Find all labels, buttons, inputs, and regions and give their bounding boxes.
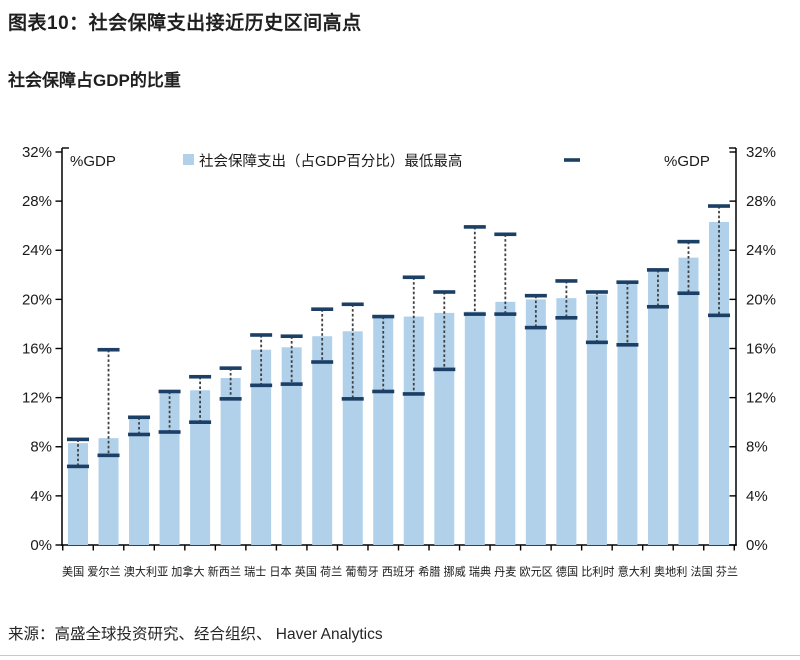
max-cap-austria xyxy=(646,268,669,272)
max-cap-uk xyxy=(280,334,303,339)
chart-subtitle: 社会保障占GDP的比重 xyxy=(8,71,181,90)
min-cap-eurozone xyxy=(524,325,547,330)
x-axis-labels: 美国 爱尔兰 澳大利亚 加拿大 新西兰 瑞士 日本 英国 荷兰 葡萄牙 西班牙 … xyxy=(62,565,738,579)
bar-japan xyxy=(251,349,272,545)
bar-austria xyxy=(647,271,668,545)
min-cap-denmark xyxy=(494,312,517,316)
min-cap-finland xyxy=(708,313,731,318)
max-cap-ireland xyxy=(97,347,120,352)
min-cap-canada xyxy=(158,430,181,434)
min-cap-sweden xyxy=(463,312,486,316)
min-cap-usa xyxy=(67,464,89,469)
max-cap-switzerland xyxy=(219,366,242,370)
max-cap-australia xyxy=(128,415,151,420)
y-tick-label-left-12: 12% xyxy=(22,390,52,407)
min-cap-new-zealand xyxy=(189,420,212,424)
min-cap-france xyxy=(677,291,700,296)
min-cap-switzerland xyxy=(219,397,242,401)
min-cap-australia xyxy=(128,432,151,437)
source-text: 来源：高盛全球投资研究、经合组织、 Haver Analytics xyxy=(8,626,383,643)
legend-bar-swatch xyxy=(183,154,194,165)
legend-label: 社会保障支出（占GDP百分比）最低最高 xyxy=(199,152,462,170)
min-cap-portugal xyxy=(341,397,364,401)
y-tick-label-left-16: 16% xyxy=(22,340,52,357)
bar-spain xyxy=(373,317,394,545)
bar-finland xyxy=(709,222,730,545)
min-cap-greece xyxy=(402,392,425,396)
bar-sweden xyxy=(464,311,485,545)
y-tick-label-right-28: 28% xyxy=(746,193,776,210)
y-tick-label-left-4: 4% xyxy=(30,488,52,505)
min-cap-uk xyxy=(280,382,303,386)
min-cap-italy xyxy=(616,343,639,347)
bar-uk xyxy=(281,347,302,545)
bar-netherlands xyxy=(312,336,333,545)
min-cap-germany xyxy=(555,315,578,320)
max-cap-eurozone xyxy=(524,293,547,298)
max-cap-portugal xyxy=(341,302,364,307)
max-cap-norway xyxy=(433,290,456,294)
max-cap-finland xyxy=(708,204,731,208)
max-cap-greece xyxy=(402,275,425,280)
max-cap-new-zealand xyxy=(189,374,212,379)
y-tick-label-left-28: 28% xyxy=(22,193,52,210)
min-cap-japan xyxy=(250,383,273,388)
bar-australia xyxy=(129,418,150,545)
page-title: 图表10：社会保障支出接近历史区间高点 xyxy=(8,13,362,34)
min-cap-belgium xyxy=(585,340,608,345)
max-cap-italy xyxy=(616,280,639,284)
y-tick-label-left-32: 32% xyxy=(22,144,52,161)
bar-norway xyxy=(434,312,455,545)
min-cap-ireland xyxy=(97,453,120,458)
bar-ireland xyxy=(98,438,119,545)
unit-label-left: %GDP xyxy=(70,153,116,170)
bar-belgium xyxy=(586,294,607,545)
y-tick-label-right-0: 0% xyxy=(746,537,768,554)
y-tick-label-right-16: 16% xyxy=(746,340,776,357)
max-cap-france xyxy=(677,239,700,244)
y-tick-label-right-20: 20% xyxy=(746,291,776,308)
max-cap-spain xyxy=(372,314,395,319)
max-cap-canada xyxy=(158,389,181,394)
y-tick-label-left-20: 20% xyxy=(22,291,52,308)
bar-france xyxy=(678,257,699,545)
bar-germany xyxy=(556,298,577,545)
bar-greece xyxy=(403,316,424,545)
min-cap-netherlands xyxy=(311,360,334,364)
y-tick-label-left-24: 24% xyxy=(22,242,52,259)
bar-eurozone xyxy=(525,299,546,545)
y-tick-label-left-0: 0% xyxy=(30,537,52,554)
max-cap-sweden xyxy=(463,225,486,229)
max-cap-denmark xyxy=(494,232,517,237)
max-cap-japan xyxy=(250,333,273,337)
max-cap-usa xyxy=(67,437,89,442)
y-tick-label-right-24: 24% xyxy=(746,242,776,259)
bar-switzerland xyxy=(220,377,241,545)
bar-italy xyxy=(617,283,638,545)
min-cap-austria xyxy=(646,304,669,309)
y-tick-label-right-32: 32% xyxy=(746,144,776,161)
max-cap-netherlands xyxy=(311,307,334,311)
bar-usa xyxy=(68,443,88,545)
bar-denmark xyxy=(495,301,516,545)
y-tick-label-right-4: 4% xyxy=(746,488,768,505)
max-cap-belgium xyxy=(585,290,608,294)
y-tick-label-right-8: 8% xyxy=(746,439,768,456)
min-cap-spain xyxy=(372,389,395,394)
min-cap-norway xyxy=(433,367,456,372)
y-tick-label-right-12: 12% xyxy=(746,390,776,407)
bar-portugal xyxy=(342,331,363,545)
bottom-divider xyxy=(0,655,800,656)
y-tick-label-left-8: 8% xyxy=(30,439,52,456)
unit-label-right: %GDP xyxy=(664,153,710,170)
max-cap-germany xyxy=(555,279,578,283)
bar-new-zealand xyxy=(190,390,211,545)
